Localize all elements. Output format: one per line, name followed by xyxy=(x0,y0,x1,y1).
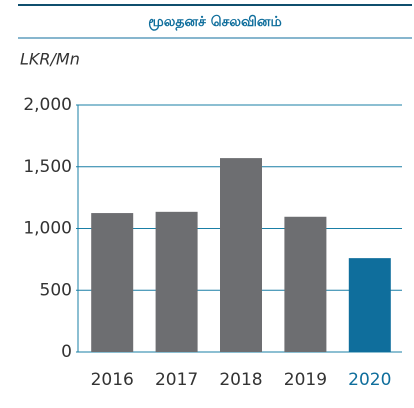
bar xyxy=(284,216,327,352)
y-tick-label: 1,000 xyxy=(23,219,72,239)
bar xyxy=(348,258,391,352)
y-tick-label: 2,000 xyxy=(23,95,72,115)
x-tick-label: 2020 xyxy=(348,370,391,390)
bar xyxy=(220,158,262,352)
x-tick-label: 2018 xyxy=(219,370,262,390)
y-axis-label: LKR/Mn xyxy=(20,50,80,69)
chart-title: மூலதனச் செலவினம் xyxy=(148,14,282,31)
y-tick-label: 1,500 xyxy=(23,157,72,177)
y-tick-label: 0 xyxy=(61,342,72,362)
x-tick-label: 2017 xyxy=(155,370,198,390)
y-tick-label: 500 xyxy=(40,280,72,300)
bar xyxy=(91,213,134,352)
x-tick-label: 2016 xyxy=(91,370,134,390)
bar xyxy=(155,211,198,352)
x-tick-label: 2019 xyxy=(284,370,327,390)
